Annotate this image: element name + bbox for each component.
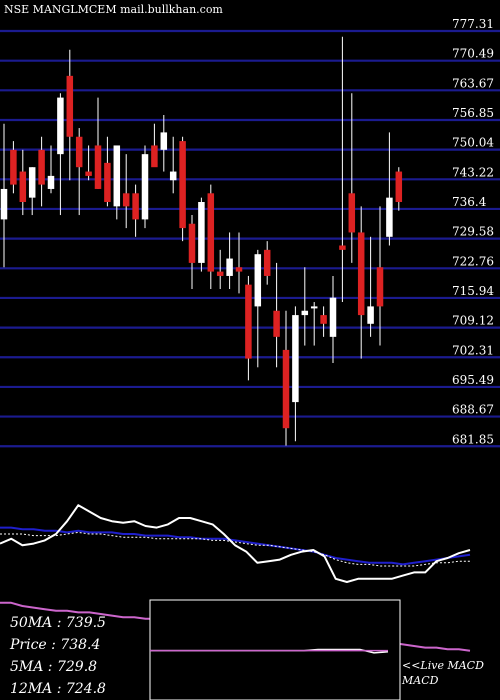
candle-body bbox=[85, 171, 92, 176]
candle-body bbox=[245, 284, 252, 359]
candle-body bbox=[188, 223, 196, 263]
y-tick-label: 750.04 bbox=[452, 136, 494, 150]
candle-body bbox=[94, 145, 102, 189]
candle-body bbox=[198, 202, 205, 263]
candle-body bbox=[113, 145, 121, 207]
candle-body bbox=[0, 188, 8, 220]
y-tick-label: 681.85 bbox=[452, 432, 494, 446]
candle-body bbox=[141, 154, 149, 220]
y-tick-label: 729.58 bbox=[452, 225, 494, 239]
candle-body bbox=[301, 310, 309, 316]
y-tick-label: 756.85 bbox=[452, 106, 494, 120]
info-ma12: 12MA : 724.8 bbox=[10, 681, 106, 697]
candle-body bbox=[367, 306, 374, 324]
price-axis: 777.31 770.49 763.67 756.85 750.04 743.22 736.… bbox=[452, 17, 494, 446]
candle-body bbox=[357, 232, 365, 316]
candle-body bbox=[38, 149, 45, 185]
candle-body bbox=[19, 171, 27, 202]
candle-body bbox=[28, 167, 36, 198]
candlestick-series bbox=[0, 36, 403, 446]
y-tick-label: 709.12 bbox=[452, 314, 494, 328]
candle-body bbox=[207, 193, 215, 272]
y-tick-label: 715.94 bbox=[452, 284, 494, 298]
macd-panel bbox=[150, 648, 389, 654]
y-tick-label: 777.31 bbox=[452, 17, 494, 31]
candle-body bbox=[263, 249, 271, 276]
candle-body bbox=[329, 297, 337, 337]
candle-body bbox=[179, 141, 186, 229]
candle-body bbox=[66, 75, 74, 137]
y-tick-label: 763.67 bbox=[452, 76, 494, 90]
candle-body bbox=[254, 254, 262, 307]
candle-body bbox=[235, 267, 243, 272]
candle-body bbox=[282, 349, 290, 429]
candle-body bbox=[273, 310, 280, 337]
y-tick-label: 722.76 bbox=[452, 254, 494, 268]
candle-body bbox=[160, 132, 168, 150]
y-tick-label: 695.49 bbox=[452, 373, 494, 387]
info-price: Price : 738.4 bbox=[9, 637, 100, 653]
candle-body bbox=[57, 97, 64, 155]
candle-body bbox=[376, 267, 384, 307]
macd-legend-label: <<Live MACD bbox=[402, 659, 484, 672]
candle-body bbox=[292, 315, 299, 403]
candle-body bbox=[320, 315, 327, 324]
y-tick-label: 770.49 bbox=[452, 47, 494, 61]
candle-body bbox=[10, 149, 17, 185]
candle-body bbox=[132, 193, 139, 220]
candle-body bbox=[122, 193, 130, 207]
y-tick-label: 743.22 bbox=[452, 165, 494, 179]
candle-body bbox=[395, 171, 403, 202]
moving-average-line-3 bbox=[0, 531, 470, 567]
candle-body bbox=[75, 136, 83, 168]
moving-average-line-2 bbox=[0, 504, 471, 583]
moving-average-line-1 bbox=[0, 526, 471, 566]
macd-legend-label-line2: MACD bbox=[401, 674, 439, 687]
y-tick-label: 688.67 bbox=[452, 403, 494, 417]
candle-body bbox=[104, 162, 111, 202]
info-ma50: 50MA : 739.5 bbox=[10, 615, 106, 631]
y-tick-label: 702.31 bbox=[452, 343, 494, 357]
candle-body bbox=[226, 258, 233, 276]
candle-body bbox=[216, 271, 224, 276]
candle-body bbox=[169, 171, 177, 181]
candle-body bbox=[310, 306, 318, 309]
candle-body bbox=[348, 193, 356, 233]
candle-body bbox=[339, 245, 346, 250]
candle-body bbox=[386, 197, 393, 237]
info-ma5: 5MA : 729.8 bbox=[10, 659, 97, 675]
candle-body bbox=[47, 175, 55, 189]
chart-title: NSE MANGLMCEM mail.bullkhan.com bbox=[4, 3, 223, 16]
y-tick-label: 736.4 bbox=[452, 195, 487, 209]
candle-body bbox=[151, 145, 158, 168]
